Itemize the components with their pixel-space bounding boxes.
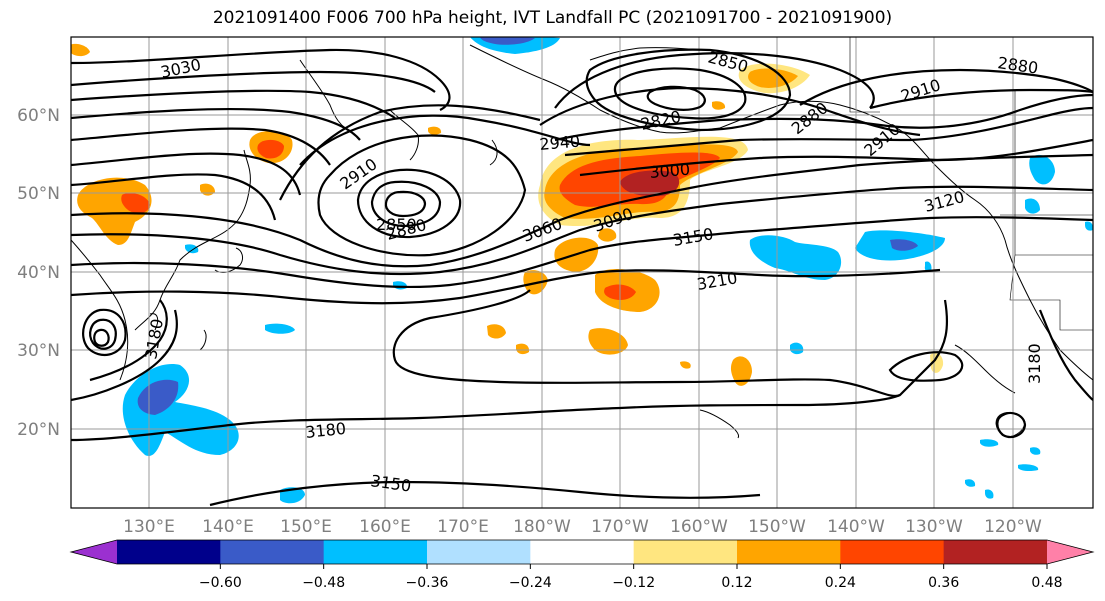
contour-label: 3120	[922, 187, 966, 216]
political-borders	[849, 37, 1093, 331]
colorbar-segment	[530, 540, 635, 564]
colorbar-segment	[220, 540, 325, 564]
colorbar-tick-label: −0.24	[509, 575, 552, 591]
contour-label: 3180	[304, 419, 346, 442]
contour-label: 3150	[671, 224, 714, 250]
contour-label: 2850	[376, 215, 417, 234]
colorbar-tick-label: 0.24	[825, 575, 856, 591]
contour-label: 2940	[539, 132, 581, 154]
colorbar-tick-label: 0.48	[1031, 575, 1062, 591]
colorbar: −0.60 −0.48 −0.36 −0.24 −0.12 0.12 0.24 0.36 0.4…	[69, 539, 1095, 591]
colorbar-extend-max	[1047, 540, 1093, 564]
colorbar-tick-label: −0.60	[199, 575, 242, 591]
colorbar-segment	[323, 540, 428, 564]
height-contours	[71, 48, 1093, 507]
colorbar-segment	[633, 540, 738, 564]
lon-label: 120°W	[984, 517, 1042, 537]
colorbar-outline	[69, 539, 1095, 565]
contour-label: 2880	[996, 53, 1039, 77]
lon-label: 160°E	[359, 517, 411, 537]
lon-label: 150°W	[748, 517, 806, 537]
lon-label: 150°E	[280, 517, 332, 537]
ivt-negative-shading	[122, 37, 1093, 504]
contour-label: 3150	[369, 471, 412, 495]
colorbar-segment	[117, 540, 221, 564]
colorbar-ticks: −0.60 −0.48 −0.36 −0.24 −0.12 0.12 0.24 0.36 0.4…	[199, 564, 1063, 591]
map-frame	[70, 36, 1094, 509]
longitude-labels: 130°E 140°E 150°E 160°E 170°E 180°W 170°…	[123, 517, 1042, 537]
lon-label: 160°W	[670, 517, 728, 537]
colorbar-segment	[427, 540, 531, 564]
figure-title: 2021091400 F006 700 hPa height, IVT Land…	[212, 8, 893, 28]
lon-label: 170°E	[437, 517, 489, 537]
colorbar-tick-label: 0.36	[928, 575, 959, 591]
lon-label: 140°E	[202, 517, 254, 537]
colorbar-tick-label: 0.12	[721, 575, 752, 591]
colorbar-segment	[943, 540, 1048, 564]
lon-label: 130°E	[123, 517, 175, 537]
contour-label: 3180	[1025, 343, 1044, 384]
lat-label: 40°N	[17, 263, 60, 283]
colorbar-segments	[117, 540, 1048, 564]
ivt-positive-shading	[71, 43, 944, 386]
colorbar-extend-min	[71, 540, 117, 564]
contour-label: 3000	[649, 160, 691, 182]
lon-label: 180°W	[513, 517, 571, 537]
colorbar-segment	[840, 540, 945, 564]
colorbar-tick-label: −0.12	[612, 575, 655, 591]
lat-label: 20°N	[17, 420, 60, 440]
colorbar-segment	[737, 540, 841, 564]
latitude-labels: 60°N 50°N 40°N 30°N 20°N	[17, 106, 60, 440]
contour-label: 2910	[336, 154, 380, 193]
colorbar-tick-label: −0.36	[406, 575, 449, 591]
contour-label: 3180	[141, 317, 167, 360]
lon-label: 140°W	[827, 517, 885, 537]
lat-label: 50°N	[17, 184, 60, 204]
lat-label: 30°N	[17, 341, 60, 361]
contour-label: 2910	[898, 75, 943, 106]
colorbar-tick-label: −0.48	[302, 575, 345, 591]
lat-label: 60°N	[17, 106, 60, 126]
map-area: 3030 2910 2850 2880 2940 2820 2850 2880 …	[71, 37, 1093, 508]
lon-label: 170°W	[591, 517, 649, 537]
lon-label: 130°W	[905, 517, 963, 537]
